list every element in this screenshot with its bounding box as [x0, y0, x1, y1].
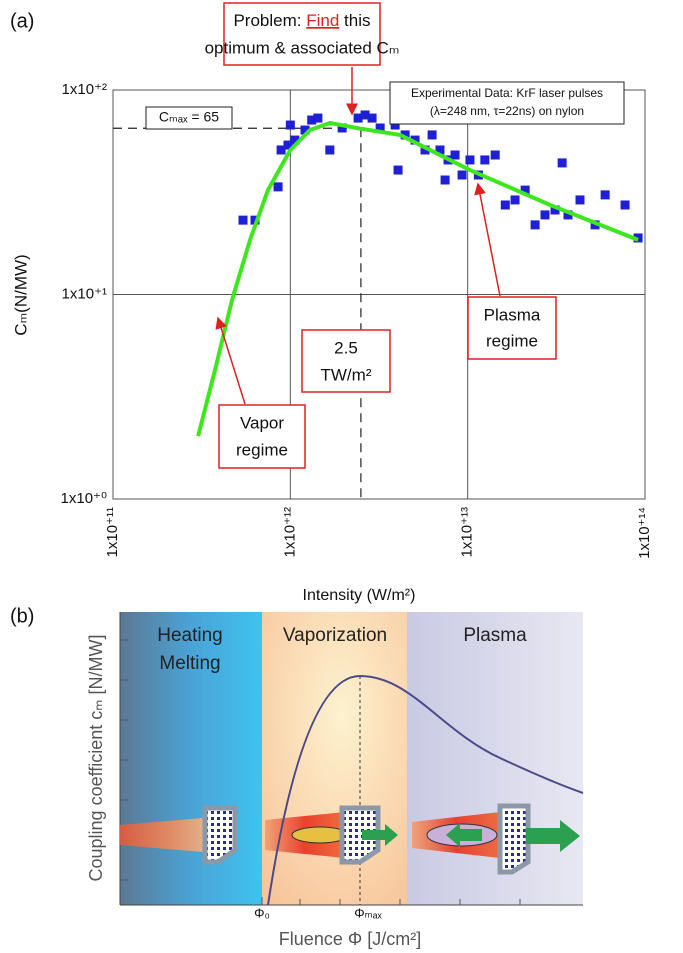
- x-tick-label: 1x10⁺¹⁴: [636, 507, 653, 559]
- problem-word: Problem:: [233, 11, 301, 30]
- panel-label: (b): [10, 605, 34, 627]
- annotations: (a) Problem: Find this optimum & associa…: [10, 2, 625, 949]
- data-point: [325, 145, 335, 155]
- x-axis-label: Intensity (W/m²): [303, 587, 416, 604]
- data-point: [400, 130, 410, 140]
- target: [497, 803, 531, 875]
- problem-word: this: [344, 11, 370, 30]
- data-point: [480, 155, 490, 165]
- data-point: [575, 195, 585, 205]
- data-point: [435, 145, 445, 155]
- fit-line: [196, 120, 639, 437]
- data-point: [353, 113, 363, 123]
- target: [202, 805, 238, 865]
- legend-box: [389, 81, 625, 125]
- opt-label: 2.5: [334, 338, 358, 357]
- y-tick-label: 1x10⁺¹: [62, 285, 107, 302]
- y-axis-label: Coupling coefficient cₘ [N/MW]: [86, 635, 106, 882]
- problem-text: Problem: Find this: [233, 11, 370, 30]
- data-point: [557, 158, 567, 168]
- data-point: [457, 170, 467, 180]
- data-point: [427, 130, 437, 140]
- data-point: [285, 120, 295, 130]
- x-marker-label: Φₘₐₓ: [354, 905, 382, 920]
- plasma-label: regime: [486, 331, 538, 350]
- data-point: [290, 135, 300, 145]
- panel-label: (a): [10, 10, 34, 32]
- region-label: Heating: [157, 625, 223, 646]
- data-point: [393, 165, 403, 175]
- region-label: Plasma: [463, 625, 527, 646]
- region-label: Vaporization: [283, 625, 387, 646]
- arrow: [526, 820, 580, 852]
- x-axis-label: Fluence Φ [J/cm²]: [279, 929, 421, 949]
- target: [339, 805, 381, 865]
- vapor-label: Vapor: [240, 413, 284, 432]
- problem-find: Find: [306, 11, 339, 30]
- data-point: [620, 200, 630, 210]
- data-point: [450, 150, 460, 160]
- arrow: [474, 182, 501, 297]
- x-tick-label: 1x10⁺¹²: [281, 507, 298, 557]
- arrow: [215, 316, 246, 405]
- data-point: [273, 182, 283, 192]
- arrow: [362, 824, 398, 846]
- data-point: [390, 120, 400, 130]
- y-tick-label: 1x10⁺²: [62, 81, 107, 98]
- data-point: [550, 205, 560, 215]
- region-vaporization: [262, 612, 407, 905]
- data-point: [276, 145, 286, 155]
- data-point: [540, 210, 550, 220]
- region-heating: [120, 612, 262, 905]
- data-point: [530, 220, 540, 230]
- data-point: [250, 215, 260, 225]
- data-point: [420, 145, 430, 155]
- vapor-box: [218, 404, 306, 469]
- beam: [120, 817, 215, 853]
- curve: [267, 674, 584, 906]
- data-point: [520, 185, 530, 195]
- region-label: Melting: [159, 653, 220, 674]
- problem-box: [223, 2, 381, 66]
- vapor-label: regime: [236, 440, 288, 459]
- region-plasma: [407, 612, 583, 905]
- data-point: [600, 190, 610, 200]
- data-point: [367, 113, 377, 123]
- data-point: [500, 200, 510, 210]
- x-tick-label: 1x10⁺¹³: [459, 507, 476, 557]
- data-point: [375, 123, 385, 133]
- data-point: [490, 150, 500, 160]
- data-point: [337, 123, 347, 133]
- data-point: [563, 210, 573, 220]
- panel-b-graphics: [119, 612, 584, 906]
- marks: 1x10⁺¹¹ 1x10⁺¹² 1x10⁺¹³ 1x10⁺¹⁴ 1x10⁺⁰ 1x10⁺¹…: [61, 81, 653, 559]
- data-point: [510, 195, 520, 205]
- data-point: [313, 113, 323, 123]
- data-point: [283, 140, 293, 150]
- data-point: [238, 215, 248, 225]
- x-tick-label: 1x10⁺¹¹: [104, 507, 121, 557]
- data-point: [440, 175, 450, 185]
- plasma-label: Plasma: [484, 305, 541, 324]
- opt-box: [301, 329, 391, 393]
- problem-text: optimum & associated Cₘ: [205, 38, 400, 57]
- legend-text: Experimental Data: KrF laser pulses: [411, 86, 603, 100]
- data-point: [360, 110, 370, 120]
- y-tick-label: 1x10⁺⁰: [61, 490, 107, 507]
- data-point: [465, 155, 475, 165]
- data-point: [410, 135, 420, 145]
- cmax-label: Cₘₐₓ = 65: [159, 109, 219, 125]
- legend-text: (λ=248 nm, τ=22ns) on nylon: [430, 104, 584, 118]
- data-point: [307, 115, 317, 125]
- opt-label: TW/m²: [321, 365, 372, 384]
- x-marker-label: Φ₀: [254, 905, 270, 920]
- data-point: [300, 125, 310, 135]
- plasma-box: [467, 296, 557, 360]
- y-axis-label: Cₘ(N/MW): [11, 254, 30, 335]
- arrow: [446, 823, 482, 847]
- cmax-box: [145, 106, 233, 130]
